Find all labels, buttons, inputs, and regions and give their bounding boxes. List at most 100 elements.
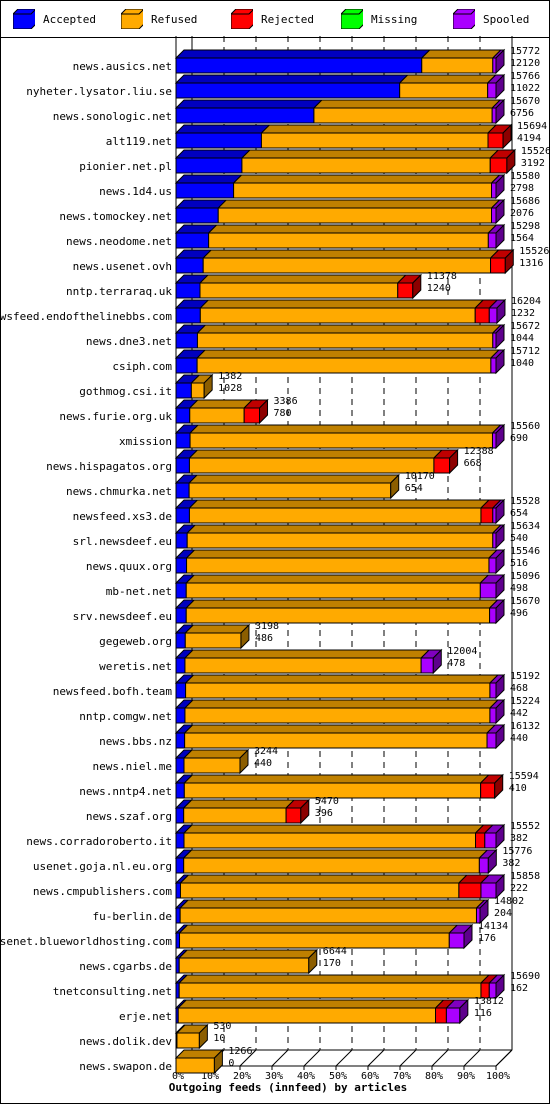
bar-accepted — [175, 757, 185, 774]
bar-accepted — [175, 82, 401, 99]
accepted-count-label: 1316 — [519, 258, 543, 269]
total-label: 15772 — [510, 46, 540, 57]
bar-accepted — [175, 432, 191, 449]
accepted-count-label: 382 — [510, 833, 528, 844]
legend-label-missing: Missing — [371, 13, 418, 26]
bar-rejected — [397, 282, 414, 299]
bar-accepted — [175, 932, 181, 949]
bar-side — [449, 448, 459, 475]
total-label: 12388 — [464, 446, 494, 457]
bar-top-accepted — [174, 149, 252, 159]
bar-side — [495, 673, 505, 700]
bar-refused — [186, 557, 490, 574]
accepted-count-label: 478 — [447, 658, 465, 669]
total-label: 16204 — [511, 296, 541, 307]
bar-side — [495, 698, 505, 725]
total-label: 15526 — [521, 146, 550, 157]
bar-rejected — [480, 507, 494, 524]
bar-side — [495, 498, 505, 525]
bar-top-refused — [183, 649, 431, 659]
bar-side — [240, 623, 250, 650]
category-label: newsfeed.bofh.team — [53, 685, 173, 698]
bar-refused — [199, 307, 476, 324]
bar-spooled — [487, 82, 497, 99]
category-label: gegeweb.org — [99, 635, 172, 648]
bar-group — [174, 948, 319, 975]
total-label: 1266 — [228, 1046, 252, 1057]
total-label: 15634 — [510, 521, 540, 532]
bar-accepted — [175, 457, 190, 474]
bar-refused — [313, 107, 493, 124]
bar-top-refused — [312, 99, 502, 109]
x-tick-label: 60% — [361, 1071, 379, 1082]
category-label: mb-net.net — [106, 585, 172, 598]
bar-side — [495, 523, 505, 550]
accepted-count-label: 780 — [274, 408, 292, 419]
legend-swatch-accepted — [13, 9, 35, 29]
bar-refused — [178, 982, 482, 999]
accepted-count-label: 540 — [510, 533, 528, 544]
bar-accepted — [175, 357, 198, 374]
bar-accepted — [175, 107, 315, 124]
x-tick-label: 90% — [457, 1071, 475, 1082]
bar-accepted — [175, 507, 190, 524]
bar-group — [174, 723, 506, 750]
x-tick-depth — [431, 1049, 449, 1067]
total-label: 15686 — [510, 196, 540, 207]
accepted-count-label: 2076 — [510, 208, 534, 219]
bar-refused — [241, 157, 491, 174]
category-label: erje.net — [119, 1010, 172, 1023]
x-tick-depth — [335, 1049, 353, 1067]
x-tick-depth — [303, 1049, 321, 1067]
bar-group — [174, 298, 507, 325]
bar-top-refused — [188, 399, 254, 409]
bar-spooled — [489, 607, 497, 624]
accepted-count-label: 440 — [510, 733, 528, 744]
accepted-count-label: 162 — [510, 983, 528, 994]
total-label: 14802 — [494, 896, 524, 907]
bar-top-accepted — [174, 74, 409, 84]
bar-group — [174, 448, 459, 475]
total-label: 15298 — [510, 221, 540, 232]
bar-top-refused — [207, 224, 498, 234]
bar-refused — [185, 582, 481, 599]
bar-top-refused — [420, 49, 503, 59]
bar-top-refused — [240, 149, 500, 159]
bar-side — [502, 123, 512, 150]
bar-refused — [188, 507, 482, 524]
bar-accepted — [175, 857, 185, 874]
total-label: 3198 — [255, 621, 279, 632]
total-label: 15526 — [519, 246, 549, 257]
bar-refused — [179, 907, 477, 924]
category-label: pionier.net.pl — [79, 160, 172, 173]
bar-group — [174, 248, 515, 275]
x-tick-depth — [399, 1049, 417, 1067]
bar-top-accepted — [174, 174, 243, 184]
bar-spooled — [445, 1007, 461, 1024]
category-label: usenet.blueworldhosting.com — [0, 935, 172, 948]
bar-refused — [184, 632, 242, 649]
bar-side — [495, 48, 505, 75]
bar-side — [203, 373, 213, 400]
bar-refused — [178, 957, 310, 974]
bar-group — [174, 698, 506, 725]
bar-side — [495, 723, 505, 750]
accepted-count-label: 0 — [228, 1058, 234, 1069]
bar-side — [308, 948, 318, 975]
bar-refused — [183, 757, 241, 774]
category-label: news.szaf.org — [86, 810, 172, 823]
bar-side — [412, 273, 422, 300]
category-label: nntp.terraraq.uk — [66, 285, 172, 298]
accepted-count-label: 10 — [213, 1033, 225, 1044]
bar-top-refused — [185, 549, 499, 559]
bar-refused — [185, 607, 491, 624]
bar-top-refused — [182, 749, 250, 759]
bar-group — [174, 898, 490, 925]
total-label: 15858 — [510, 871, 540, 882]
bar-accepted — [175, 807, 185, 824]
legend: Accepted Refused Rejected Missing Spooled — [0, 0, 550, 38]
bar-group — [174, 373, 214, 400]
category-label: news.sonologic.net — [53, 110, 172, 123]
bar-refused — [421, 57, 494, 74]
bar-group — [174, 323, 506, 350]
